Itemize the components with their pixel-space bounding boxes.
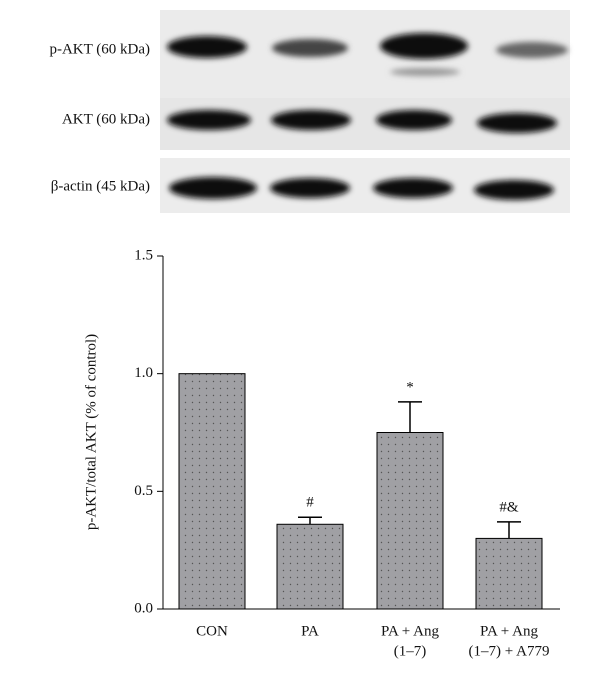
x-tick-label: PA + Ang xyxy=(381,623,439,639)
significance-label: # xyxy=(306,495,314,511)
y-tick-label: 1.0 xyxy=(134,365,153,381)
error-bar xyxy=(298,516,322,525)
blot-panels xyxy=(160,10,570,213)
x-tick-label: PA + Ang xyxy=(480,623,538,639)
blot-label: AKT (60 kDa) xyxy=(62,111,150,127)
error-bar xyxy=(398,401,422,433)
y-tick-label: 0.5 xyxy=(134,483,153,499)
bar xyxy=(376,432,444,610)
error-bar xyxy=(497,521,521,539)
y-axis-label: p-AKT/total AKT (% of control) xyxy=(83,334,99,530)
significance-label: * xyxy=(406,379,414,395)
blot-label: β-actin (45 kDa) xyxy=(51,178,150,194)
bar xyxy=(178,373,246,610)
y-tick-label: 0.0 xyxy=(134,600,153,616)
y-tick-label: 1.5 xyxy=(134,247,153,263)
x-tick-label: (1–7) + A779 xyxy=(469,643,550,659)
x-tick-label: CON xyxy=(196,623,228,639)
bar xyxy=(475,537,543,610)
x-tick-label: (1–7) xyxy=(394,643,427,659)
x-tick-label: PA xyxy=(301,623,319,639)
bar xyxy=(276,523,344,610)
significance-label: #& xyxy=(499,499,519,515)
blot-label: p-AKT (60 kDa) xyxy=(49,41,150,57)
